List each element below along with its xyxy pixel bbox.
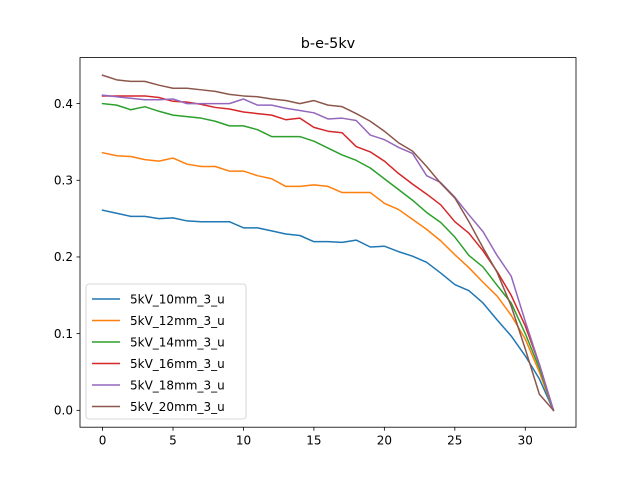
- series-line-3: [101, 95, 555, 412]
- y-axis-ticks: 0.0 0.1 0.2 0.3 0.4: [54, 97, 80, 418]
- legend-label-2: 5kV_14mm_3_u: [130, 335, 225, 349]
- legend-box: [85, 283, 247, 420]
- series-lines: [101, 74, 555, 412]
- axes-border: [79, 57, 577, 428]
- x-axis-ticks: 0 5 10 15 20 25 30: [99, 427, 533, 448]
- y-tick-label: 0.3: [54, 173, 73, 187]
- series-line-2: [101, 102, 555, 412]
- legend-label-0: 5kV_10mm_3_u: [130, 292, 225, 306]
- x-tick-label: 25: [447, 434, 462, 448]
- legend: 5kV_10mm_3_u 5kV_12mm_3_u 5kV_14mm_3_u 5kV_…: [85, 283, 247, 420]
- legend-label-5: 5kV_20mm_3_u: [130, 400, 225, 414]
- y-tick-label: 0.4: [54, 97, 73, 111]
- x-tick-label: 15: [306, 434, 321, 448]
- y-tick-label: 0.0: [54, 404, 73, 418]
- x-tick-label: 30: [518, 434, 533, 448]
- chart-title: b-e-5kv: [301, 36, 356, 52]
- x-tick-label: 20: [377, 434, 392, 448]
- series-line-4: [101, 94, 555, 412]
- x-tick-label: 10: [236, 434, 251, 448]
- legend-label-3: 5kV_16mm_3_u: [130, 357, 225, 371]
- y-tick-label: 0.1: [54, 327, 73, 341]
- legend-label-4: 5kV_18mm_3_u: [130, 378, 225, 392]
- legend-items: 5kV_10mm_3_u 5kV_12mm_3_u 5kV_14mm_3_u 5kV_…: [92, 292, 225, 414]
- y-tick-label: 0.2: [54, 250, 73, 264]
- x-tick-label: 0: [99, 434, 107, 448]
- legend-label-1: 5kV_12mm_3_u: [130, 314, 225, 328]
- x-tick-label: 5: [169, 434, 177, 448]
- series-line-5: [101, 74, 555, 412]
- series-line-1: [101, 151, 555, 412]
- series-line-0: [101, 209, 555, 412]
